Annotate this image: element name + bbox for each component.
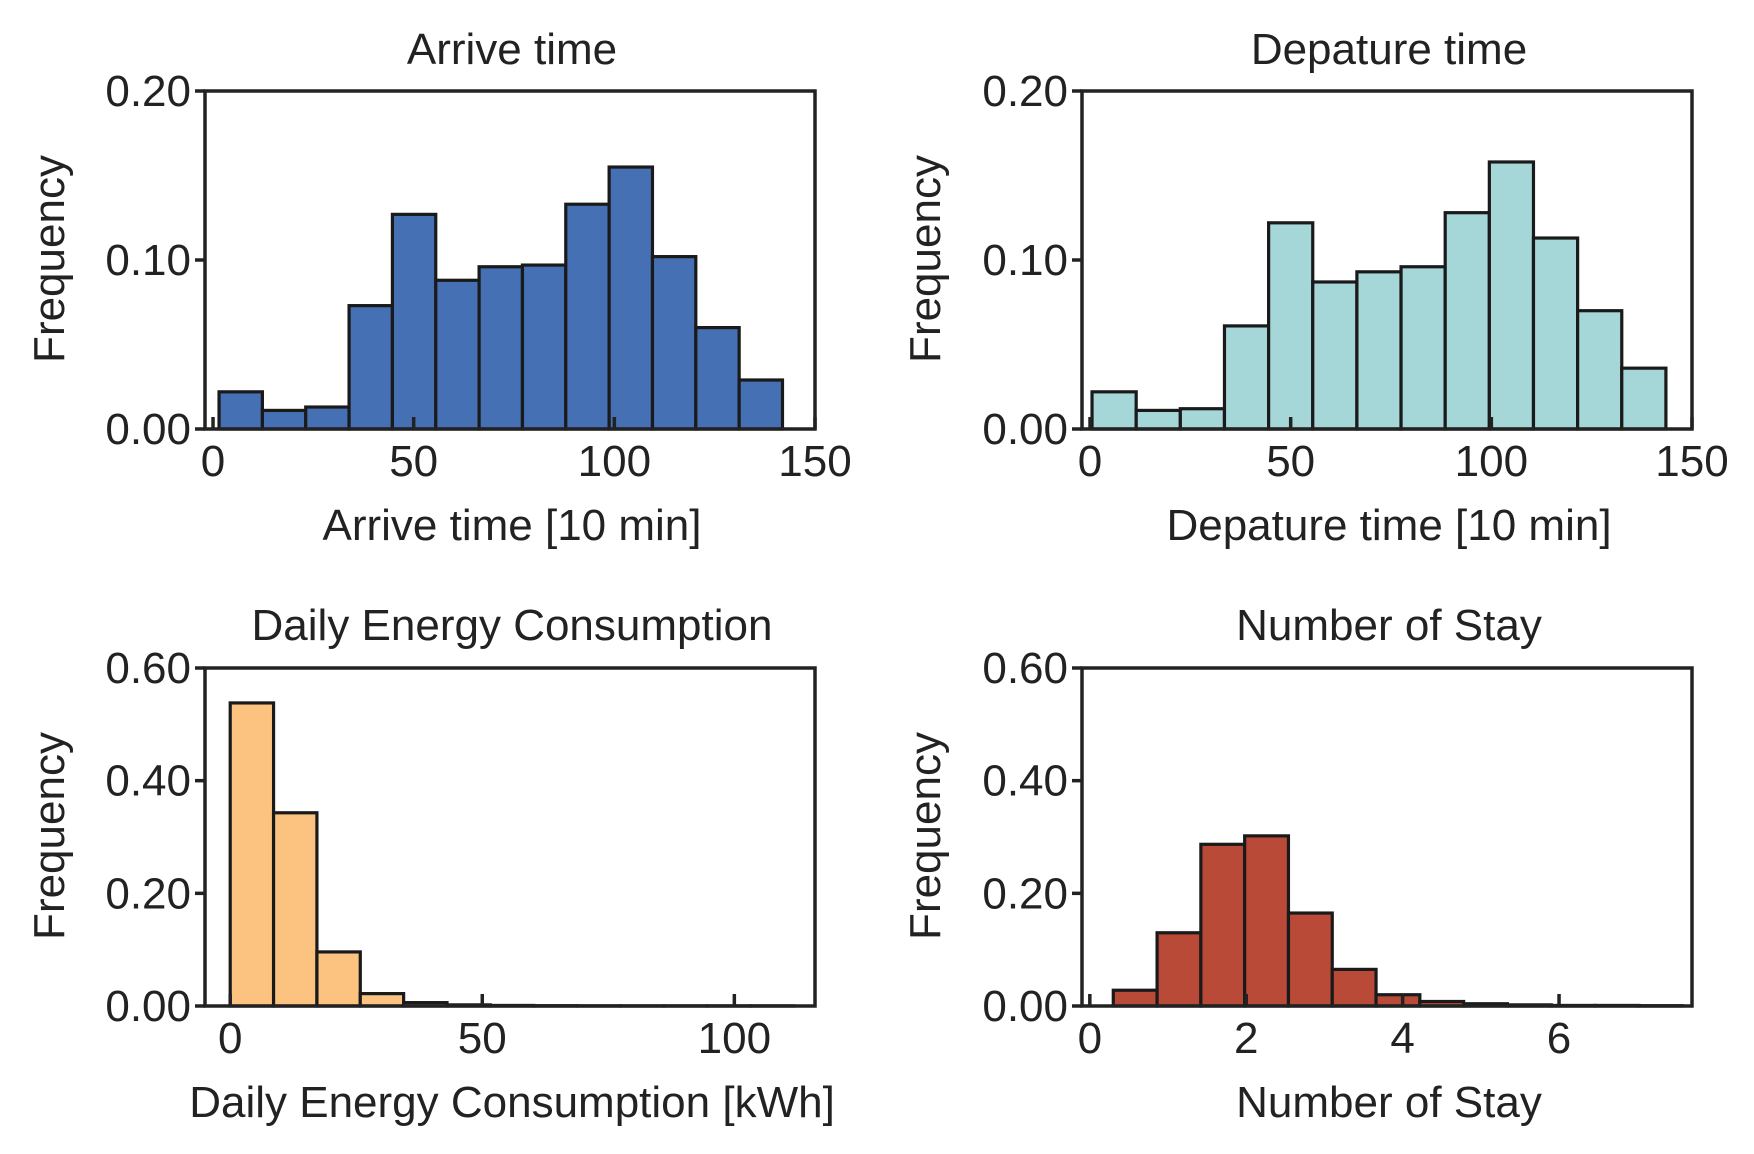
daily-energy-panel: Daily Energy Consumption Frequency Daily… [25, 601, 835, 1127]
number-of-stay-xlabel: Number of Stay [1236, 1078, 1542, 1127]
number-of-stay-ylabel: Frequency [901, 732, 950, 940]
daily-energy-bar-1 [271, 811, 319, 1008]
depature-time-ylabel: Frequency [901, 155, 950, 363]
depature-time-ytick-label-2: 0.20 [982, 67, 1068, 116]
daily-energy-axes-frame [203, 666, 817, 1008]
depature-time-xtick-label-1: 50 [1266, 437, 1315, 486]
number-of-stay-axes-frame [1080, 666, 1694, 1008]
number-of-stay-bar-1 [1155, 931, 1203, 1008]
number-of-stay-bar-0 [1111, 988, 1159, 1008]
depature-time-xtick-label-0: 0 [1078, 437, 1102, 486]
arrive-time-ticks: 0 50 100 150 0.00 0.10 0.20 [105, 67, 851, 486]
arrive-time-xtick-label-1: 50 [389, 437, 438, 486]
daily-energy-xlabel: Daily Energy Consumption [kWh] [189, 1078, 835, 1127]
number-of-stay-xtick-label-3: 6 [1547, 1014, 1571, 1063]
depature-time-axes-frame [1080, 89, 1694, 431]
depature-time-bar-3 [1222, 324, 1271, 431]
number-of-stay-ytick-label-0: 0.00 [982, 982, 1068, 1031]
depature-time-ytick-label-0: 0.00 [982, 405, 1068, 454]
depature-time-bar-4 [1267, 221, 1315, 431]
number-of-stay-ytick-label-1: 0.20 [982, 869, 1068, 918]
number-of-stay-xtick-label-1: 2 [1234, 1014, 1258, 1063]
arrive-time-axes-frame [203, 89, 817, 431]
arrive-time-panel: Arrive time Frequency Arrive time [10 mi… [25, 25, 852, 550]
arrive-time-bar-9 [607, 165, 655, 431]
arrive-time-bar-2 [304, 405, 351, 431]
daily-energy-ytick-label-0: 0.00 [105, 982, 191, 1031]
daily-energy-bar-3 [358, 992, 406, 1008]
arrive-time-ytick-label-0: 0.00 [105, 405, 191, 454]
depature-time-bar-12 [1620, 366, 1668, 431]
depature-time-bar-9 [1487, 160, 1536, 431]
depature-time-bar-10 [1531, 236, 1580, 431]
number-of-stay-bar-4 [1286, 911, 1334, 1008]
daily-energy-xtick-label-0: 0 [218, 1014, 242, 1063]
depature-time-ytick-label-1: 0.10 [982, 236, 1068, 285]
daily-energy-bars [228, 701, 796, 1008]
arrive-time-bar-11 [694, 326, 741, 431]
arrive-time-title: Arrive time [407, 25, 617, 74]
depature-time-bar-2 [1178, 407, 1227, 431]
daily-energy-ytick-label-2: 0.40 [105, 757, 191, 806]
daily-energy-xtick-label-1: 50 [458, 1014, 507, 1063]
daily-energy-xtick-label-2: 100 [698, 1014, 771, 1063]
daily-energy-ticks: 0 50 100 0.00 0.20 0.40 0.60 [105, 644, 771, 1063]
number-of-stay-bar-5 [1330, 967, 1378, 1008]
daily-energy-title: Daily Energy Consumption [252, 601, 773, 650]
depature-time-xlabel: Depature time [10 min] [1166, 501, 1611, 550]
number-of-stay-bars [1111, 834, 1685, 1008]
depature-time-ticks: 0 50 100 150 0.00 0.10 0.20 [982, 67, 1728, 486]
number-of-stay-ytick-label-2: 0.40 [982, 757, 1068, 806]
arrive-time-bar-6 [477, 265, 525, 431]
depature-time-xtick-label-2: 100 [1455, 437, 1528, 486]
number-of-stay-panel: Number of Stay Frequency Number of Stay … [901, 601, 1694, 1127]
number-of-stay-ticks: 0 2 4 6 0.00 0.20 0.40 0.60 [982, 644, 1571, 1063]
arrive-time-bar-3 [347, 304, 395, 431]
arrive-time-xtick-label-3: 150 [778, 437, 851, 486]
arrive-time-bar-12 [737, 378, 785, 431]
number-of-stay-ytick-label-3: 0.60 [982, 644, 1068, 693]
arrive-time-bar-1 [260, 408, 308, 431]
daily-energy-bar-0 [228, 701, 276, 1008]
number-of-stay-title: Number of Stay [1236, 601, 1542, 650]
number-of-stay-bar-3 [1243, 834, 1291, 1008]
arrive-time-xlabel: Arrive time [10 min] [323, 501, 702, 550]
depature-time-bar-11 [1576, 309, 1624, 431]
arrive-time-xtick-label-2: 100 [578, 437, 651, 486]
depature-time-bar-1 [1134, 408, 1182, 431]
arrive-time-ylabel: Frequency [25, 155, 74, 363]
arrive-time-bar-5 [434, 278, 481, 431]
depature-time-panel: Depature time Frequency Depature time [1… [901, 25, 1729, 550]
arrive-time-bar-0 [217, 390, 264, 431]
depature-time-title: Depature time [1251, 25, 1527, 74]
depature-time-bar-5 [1311, 280, 1359, 431]
arrive-time-bar-10 [650, 255, 698, 431]
arrive-time-xtick-label-0: 0 [201, 437, 225, 486]
arrive-time-bar-8 [564, 202, 611, 431]
depature-time-bar-6 [1355, 270, 1403, 431]
arrive-time-ytick-label-1: 0.10 [105, 236, 191, 285]
daily-energy-ylabel: Frequency [25, 732, 74, 940]
depature-time-bar-7 [1399, 265, 1447, 431]
arrive-time-ytick-label-2: 0.20 [105, 67, 191, 116]
daily-energy-bar-2 [315, 950, 362, 1008]
daily-energy-ytick-label-3: 0.60 [105, 644, 191, 693]
number-of-stay-xtick-label-0: 0 [1078, 1014, 1102, 1063]
arrive-time-bar-4 [390, 212, 438, 431]
depature-time-bar-0 [1090, 390, 1138, 431]
arrive-time-bar-7 [520, 263, 568, 431]
depature-time-bars [1090, 160, 1668, 431]
daily-energy-ytick-label-1: 0.20 [105, 869, 191, 918]
number-of-stay-bar-2 [1199, 842, 1247, 1008]
depature-time-xtick-label-3: 150 [1655, 437, 1728, 486]
depature-time-bar-8 [1443, 211, 1491, 431]
arrive-time-bars [217, 165, 785, 431]
number-of-stay-xtick-label-2: 4 [1390, 1014, 1414, 1063]
